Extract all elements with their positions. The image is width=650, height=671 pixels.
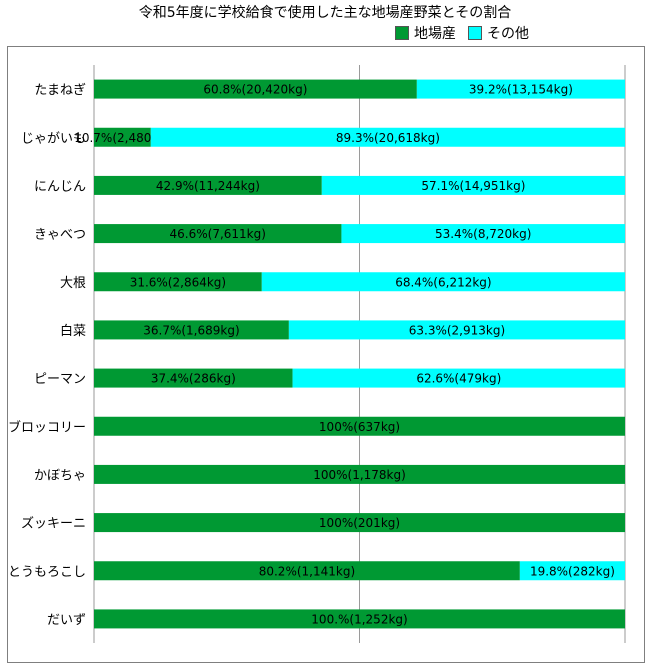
data-label: 80.2%(1,141kg) [259, 564, 355, 578]
bar-segment-local [94, 272, 262, 292]
category-label: ズッキーニ [21, 516, 86, 532]
data-label: 62.6%(479kg) [416, 372, 501, 386]
bar-segment-other [150, 127, 625, 147]
data-label: 31.6%(2,864kg) [130, 275, 226, 289]
data-label: 53.4%(8,720kg) [435, 227, 531, 241]
bar-segment-local [94, 79, 417, 99]
legend-item-other: その他 [468, 23, 529, 43]
category-label: ブロッコリー [8, 419, 86, 435]
legend-label-local: 地場産 [414, 26, 456, 42]
bar-segment-local [94, 224, 342, 244]
bar-segment-other [341, 224, 625, 244]
legend-swatch-other [468, 26, 482, 40]
bar-segment-local [94, 561, 520, 581]
data-label: 39.2%(13,154kg) [469, 83, 573, 97]
bar-segment-local [94, 609, 625, 629]
data-label: 37.4%(286kg) [151, 372, 236, 386]
category-label: たまねぎ [34, 83, 86, 98]
category-label: だいず [47, 613, 86, 628]
bar-segment-other [416, 79, 625, 99]
category-label: ピーマン [34, 372, 86, 387]
bar-segment-local [94, 175, 322, 195]
data-label: 100%(637kg) [319, 420, 400, 434]
legend: 地場産 その他 [395, 24, 541, 42]
bar-segment-other [321, 175, 625, 195]
category-label: きゃべつ [34, 228, 86, 243]
category-label: とうもろこし [8, 565, 86, 580]
legend-label-other: その他 [487, 26, 529, 42]
bar-segment-local [94, 464, 625, 484]
data-label: 63.3%(2,913kg) [409, 323, 505, 337]
bar-segment-local [94, 368, 293, 388]
category-label: 白菜 [60, 323, 86, 339]
data-label: 57.1%(14,951kg) [421, 179, 525, 193]
chart-title: 令和5年度に学校給食で使用した主な地場産野菜とその割合 [138, 5, 512, 21]
data-label: 42.9%(11,244kg) [156, 179, 260, 193]
data-label: 100.%(1,252kg) [311, 612, 407, 626]
bar-segment-local [94, 513, 625, 533]
category-label: じゃがいも [21, 131, 86, 146]
data-label: 68.4%(6,212kg) [395, 275, 491, 289]
data-label: 36.7%(1,689kg) [143, 323, 239, 337]
bar-segment-other [292, 368, 625, 388]
bar-segment-other [519, 561, 625, 581]
bar-segment-local [94, 127, 151, 147]
bar-segment-other [288, 320, 625, 340]
bar-segment-local [94, 416, 625, 436]
data-label: 10.7%(2,480kg) [74, 131, 170, 145]
data-label: 19.8%(282kg) [530, 564, 615, 578]
data-label: 100%(201kg) [319, 516, 400, 530]
data-label: 89.3%(20,618kg) [336, 131, 440, 145]
plot-area [7, 46, 645, 663]
legend-swatch-local [395, 26, 409, 40]
bar-segment-local [94, 320, 289, 340]
bar-segment-other [261, 272, 625, 292]
data-label: 60.8%(20,420kg) [203, 83, 307, 97]
legend-item-local: 地場産 [395, 23, 456, 43]
category-label: にんじん [34, 179, 86, 194]
data-label: 100%(1,178kg) [313, 468, 406, 482]
category-label: 大根 [60, 276, 86, 291]
data-label: 46.6%(7,611kg) [170, 227, 266, 241]
category-label: かぼちゃ [34, 468, 86, 483]
